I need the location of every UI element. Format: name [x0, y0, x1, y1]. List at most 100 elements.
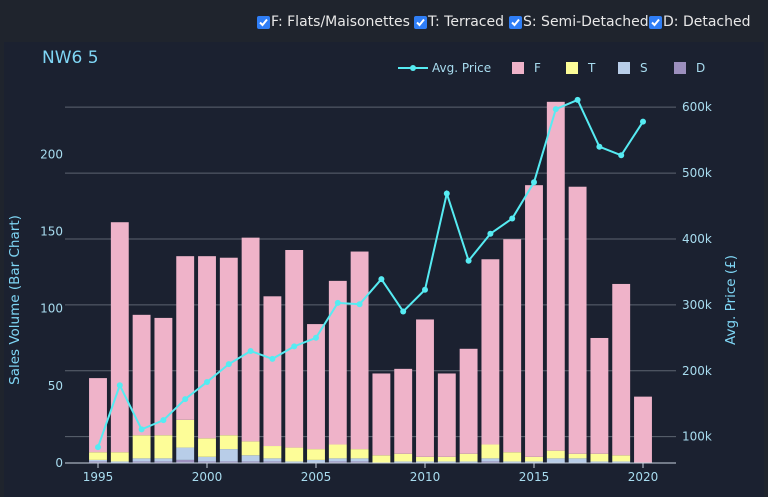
avg-price-point	[160, 417, 167, 424]
filter-detached[interactable]: D: Detached	[649, 13, 750, 31]
avg-price-point	[574, 96, 581, 103]
avg-price-point	[618, 152, 625, 159]
bar-f	[612, 283, 631, 456]
bar-d	[154, 461, 173, 463]
bar-d	[481, 461, 500, 463]
bar-t	[241, 441, 260, 456]
bar-t	[110, 452, 129, 462]
bar-t	[503, 452, 522, 462]
property-type-filters: F: Flats/Maisonettes T: Terraced S: Semi…	[0, 0, 768, 42]
bar-s	[350, 458, 369, 462]
bar-s	[590, 461, 609, 463]
bar-t	[590, 453, 609, 462]
legend-swatch-f	[512, 62, 524, 74]
bar-f	[110, 222, 129, 453]
y-tick-label: 0	[55, 456, 63, 470]
legend-label: F	[534, 61, 541, 75]
bar-d	[350, 461, 369, 463]
x-tick-label: 2000	[192, 470, 223, 484]
bar-s	[546, 458, 565, 463]
filter-terraced[interactable]: T: Terraced	[414, 13, 504, 31]
bar-d	[328, 461, 347, 463]
bar-d	[198, 461, 216, 463]
bar-s	[241, 455, 260, 462]
avg-price-point	[182, 396, 189, 403]
bar-d	[241, 461, 260, 463]
avg-price-point	[487, 230, 494, 237]
bar-s	[328, 458, 347, 462]
legend-line-marker	[410, 65, 416, 71]
legend-swatch-s	[618, 62, 630, 74]
checkbox-flats[interactable]	[257, 15, 270, 29]
bar-f	[263, 296, 282, 447]
bar-d	[89, 461, 107, 463]
avg-price-point	[138, 426, 145, 433]
avg-price-point	[422, 286, 428, 293]
bar-f	[394, 368, 413, 454]
filter-flats[interactable]: F: Flats/Maisonettes	[257, 13, 410, 31]
y-tick-label: 200	[40, 147, 63, 161]
legend: Avg. Price F T S D	[398, 61, 705, 75]
y2-tick-label: 300k	[682, 298, 712, 312]
bar-f	[307, 324, 325, 450]
bar-f	[219, 257, 238, 436]
y2-axis-title: Avg. Price (£)	[723, 255, 739, 345]
bar-t	[307, 449, 325, 460]
x-tick-label: 2010	[410, 470, 441, 484]
bar-s	[198, 456, 216, 462]
avg-price-point	[378, 276, 385, 283]
avg-price-line	[97, 98, 644, 448]
bar-s	[612, 461, 631, 463]
bar-d	[263, 461, 282, 463]
checkbox-semi-detached[interactable]	[509, 15, 522, 29]
sales-chart: 100k 200k 300k 400k 500k 600k 0 50 100 150 200 1995…	[7, 48, 739, 484]
bar-f	[176, 256, 195, 420]
bar-f	[198, 256, 216, 439]
bar-s	[307, 459, 325, 463]
chart-panel: 100k 200k 300k 400k 500k 600k 0 50 100 150 200 1995…	[4, 42, 764, 497]
y-tick-label: 50	[48, 379, 63, 393]
bar-s	[89, 459, 107, 462]
y2-tick-label: 100k	[682, 430, 712, 444]
x-tick-label: 2005	[301, 470, 332, 484]
avg-price-point	[640, 118, 646, 125]
avg-price-point	[400, 308, 407, 315]
x-tick-label: 2015	[519, 470, 550, 484]
bar-s	[110, 461, 129, 463]
bar-f	[154, 317, 173, 436]
bar-t	[481, 444, 500, 459]
bar-f	[350, 251, 369, 450]
axis-layer: 100k 200k 300k 400k 500k 600k 0 50 100 150 200 1995…	[40, 100, 712, 484]
bar-f	[590, 337, 609, 454]
bar-t	[437, 456, 456, 462]
x-tick-label: 1995	[83, 470, 114, 484]
filter-terraced-label: T: Terraced	[428, 14, 505, 30]
bar-s	[263, 458, 282, 462]
y2-tick-label: 600k	[682, 100, 712, 114]
bar-s	[437, 461, 456, 463]
bar-s	[219, 449, 238, 462]
bar-f	[132, 314, 151, 436]
bar-t	[132, 435, 151, 459]
avg-price-point	[291, 343, 298, 350]
bar-f	[241, 237, 260, 442]
y2-tick-label: 500k	[682, 166, 712, 180]
bar-s	[459, 461, 478, 463]
checkbox-detached[interactable]	[649, 15, 662, 29]
bar-s	[416, 461, 434, 463]
bar-t	[394, 453, 413, 462]
chart-title: NW6 5	[42, 48, 99, 68]
bar-f	[416, 319, 434, 457]
bar-t	[568, 453, 587, 459]
avg-price-point	[269, 355, 276, 362]
bar-t	[219, 435, 238, 450]
bar-f	[89, 378, 107, 453]
avg-price-point	[313, 334, 319, 341]
y-tick-label: 150	[40, 224, 63, 238]
avg-price-point	[509, 215, 516, 222]
avg-price-point	[443, 190, 450, 197]
legend-label: S	[640, 61, 648, 75]
filter-semi-detached[interactable]: S: Semi-Detached	[509, 13, 649, 31]
checkbox-terraced[interactable]	[414, 15, 427, 29]
avg-price-point	[247, 347, 254, 354]
